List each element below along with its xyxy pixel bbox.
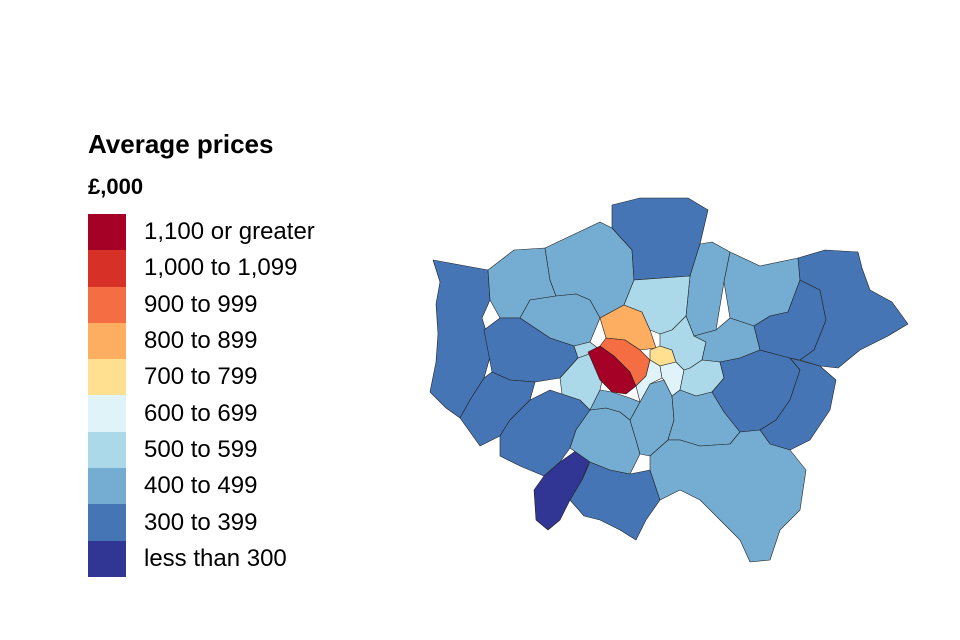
legend-swatch [88,214,126,251]
legend-item: 300 to 399 [88,504,315,541]
legend-item: less than 300 [88,540,315,577]
legend-items: 1,100 or greater 1,000 to 1,099 900 to 9… [88,214,315,577]
legend-label: 700 to 799 [144,363,258,391]
legend-label: 800 to 899 [144,327,258,355]
borough-region [649,429,807,563]
legend-label: 400 to 499 [144,472,258,500]
legend-label: 600 to 699 [144,399,258,427]
legend-item: 600 to 699 [88,395,315,432]
legend-item: 1,100 or greater [88,214,315,251]
borough-region [589,389,641,421]
legend-label: 1,000 to 1,099 [144,254,298,282]
legend-item: 900 to 999 [88,286,315,323]
map-legend: Average prices £,000 1,100 or greater 1,… [88,126,315,577]
legend-subtitle: £,000 [88,174,144,199]
legend-label: 500 to 599 [144,435,258,463]
legend-swatch [88,322,126,360]
legend-item: 700 to 799 [88,359,315,396]
legend-swatch [88,395,126,432]
borough-region [635,359,663,403]
borough-region [459,371,536,447]
legend-label: 1,100 or greater [144,218,315,246]
legend-swatch [88,286,126,323]
legend-label: 900 to 999 [144,290,258,318]
legend-swatch [88,431,126,469]
legend-title: Average prices [88,129,274,159]
legend-swatch [88,250,126,287]
legend-label: 300 to 399 [144,508,258,536]
legend-item: 400 to 499 [88,468,315,505]
legend-swatch [88,504,126,541]
borough-region [797,249,909,369]
legend-swatch [88,540,126,577]
legend-item: 500 to 599 [88,431,315,469]
legend-item: 800 to 899 [88,322,315,360]
legend-swatch [88,359,126,396]
legend-swatch [88,468,126,505]
legend-item: 1,000 to 1,099 [88,250,315,287]
legend-label: less than 300 [144,544,287,572]
